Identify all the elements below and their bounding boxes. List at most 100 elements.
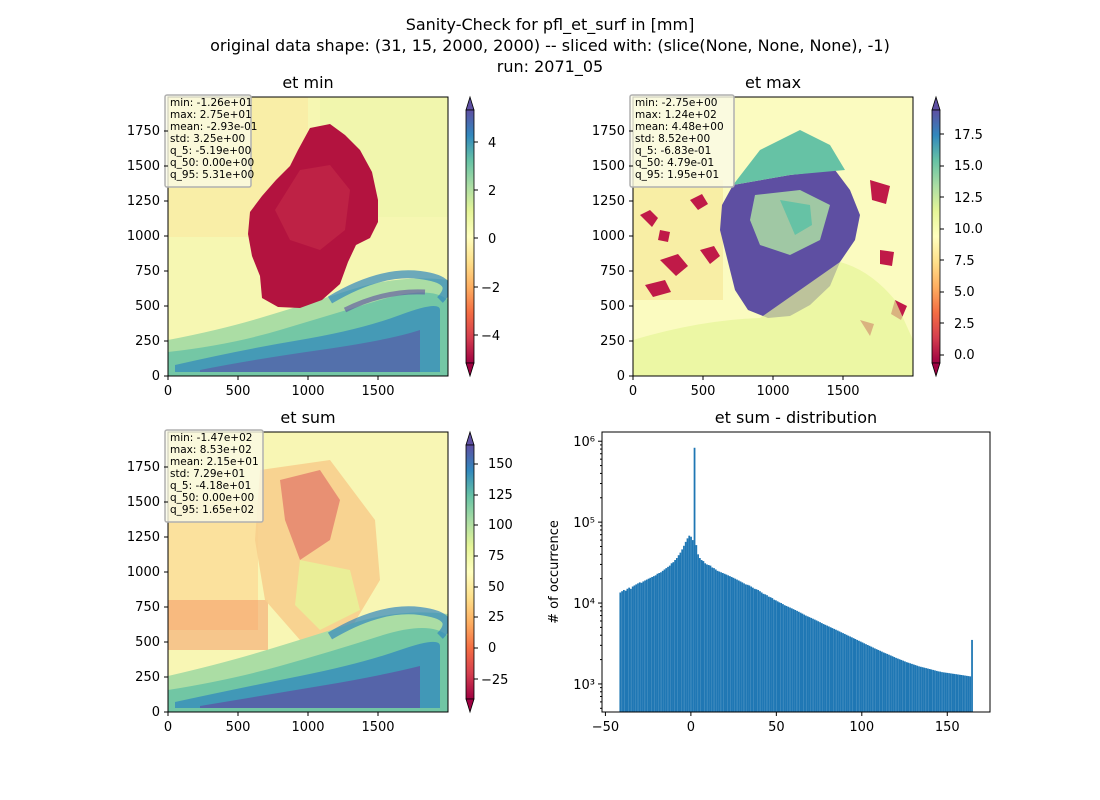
histogram-bar xyxy=(741,582,744,712)
colorbar-tick-label: 150 xyxy=(488,457,513,472)
heatmap-et-max xyxy=(633,97,913,376)
x-tick-label: 500 xyxy=(226,384,251,399)
histogram-bar xyxy=(773,599,775,712)
histogram-bar xyxy=(838,631,841,712)
histogram-bar xyxy=(854,639,857,712)
y-tick-label: 250 xyxy=(135,670,160,685)
histogram-bar xyxy=(958,674,961,712)
histogram-bar xyxy=(739,581,742,712)
histogram-bar xyxy=(746,584,749,712)
x-tick-label: 150 xyxy=(935,720,960,735)
histogram-bar xyxy=(942,672,945,712)
colorbar-tick-label: 2.5 xyxy=(954,317,975,332)
histogram-bar xyxy=(865,644,867,712)
histogram-bar xyxy=(716,570,719,712)
colorbar-et-min: −4 −2 0 2 4 xyxy=(465,95,500,378)
histogram-bar xyxy=(842,633,844,712)
histogram-bar xyxy=(835,629,837,712)
y-tick-label: 10⁶ xyxy=(573,435,595,450)
histogram-bar xyxy=(714,569,717,712)
colorbar-tick-label: 0 xyxy=(488,232,496,247)
panel-et-min: et min min: -1.26e+01 max: 2.75e+01 mean… xyxy=(127,73,500,399)
histogram-bar xyxy=(656,573,659,712)
x-tick-label: −50 xyxy=(592,720,619,735)
histogram-bar xyxy=(808,617,811,712)
x-tick-label: 500 xyxy=(226,720,251,735)
histogram-bar xyxy=(928,669,931,712)
colorbar-tick-label: −2 xyxy=(481,281,500,296)
histogram-bar xyxy=(709,565,712,712)
histogram-bar xyxy=(932,669,935,712)
stat-line: q_50: 0.00e+00 xyxy=(170,492,254,504)
histogram-bar xyxy=(644,580,646,712)
y-axis-et-sum: 0 250 500 750 1000 1250 1500 1750 xyxy=(127,460,168,720)
histogram-bar xyxy=(792,609,795,712)
histogram-bar xyxy=(888,654,890,712)
histogram-bar xyxy=(794,610,797,712)
histogram-bar xyxy=(941,672,943,712)
histogram-bar xyxy=(827,626,830,712)
histogram-x-axis: −50 0 50 100 150 xyxy=(592,712,960,735)
colorbar-tick-label: 2 xyxy=(488,184,496,199)
histogram-bar xyxy=(771,598,774,712)
histogram-bar xyxy=(923,667,926,712)
y-tick-label: 1000 xyxy=(127,229,160,244)
histogram-bar xyxy=(926,668,929,712)
histogram-bar xyxy=(734,578,737,712)
histogram-bar xyxy=(785,605,788,712)
histogram-bar xyxy=(858,640,860,712)
x-tick-label: 1500 xyxy=(826,384,859,399)
histogram-bar xyxy=(962,675,965,712)
histogram-bar xyxy=(955,674,957,712)
histogram-bar xyxy=(960,674,963,712)
histogram-bar xyxy=(753,588,756,712)
histogram-bar xyxy=(907,662,910,712)
histogram-bar xyxy=(691,540,694,712)
histogram-bar xyxy=(971,639,973,712)
histogram-bar xyxy=(856,639,859,712)
histogram-bar xyxy=(653,576,655,712)
colorbar-et-sum: −25 0 25 50 75 100 125 150 xyxy=(465,430,513,714)
histogram-bar xyxy=(647,578,650,712)
histogram-bar xyxy=(799,612,802,712)
histogram-bar xyxy=(730,576,733,712)
histogram-bar xyxy=(905,662,908,712)
panel-title-et-sum-distribution: et sum - distribution xyxy=(715,408,877,427)
histogram-bar xyxy=(767,596,770,712)
histogram-bar xyxy=(925,668,927,712)
histogram-bar xyxy=(658,573,661,712)
histogram-bar xyxy=(796,610,798,712)
figure-title-line-2: original data shape: (31, 15, 2000, 2000… xyxy=(210,36,890,55)
y-tick-label: 10⁴ xyxy=(573,597,595,612)
histogram-bar xyxy=(744,584,747,712)
histogram-bar xyxy=(957,674,959,712)
histogram-bar xyxy=(697,554,699,712)
colorbar-tick-label: 12.5 xyxy=(954,191,983,206)
y-tick-label: 1750 xyxy=(592,124,625,139)
histogram-bar xyxy=(944,672,947,712)
y-tick-label: 750 xyxy=(600,264,625,279)
histogram-bar xyxy=(640,582,643,712)
histogram-bar xyxy=(707,565,710,712)
histogram-bar xyxy=(820,623,823,712)
histogram-bars xyxy=(619,447,973,712)
histogram-bar xyxy=(736,579,738,712)
histogram-bar xyxy=(850,637,853,712)
histogram-bar xyxy=(688,535,691,712)
histogram-bar xyxy=(898,659,901,712)
histogram-bar xyxy=(912,664,915,712)
histogram-bar xyxy=(700,560,703,712)
x-tick-label: 0 xyxy=(164,384,172,399)
histogram-bar xyxy=(766,595,768,712)
y-tick-label: 1500 xyxy=(592,159,625,174)
histogram-bar xyxy=(677,555,680,712)
histogram-bar xyxy=(621,591,623,712)
panel-et-sum-distribution: et sum - distribution −50 0 50 100 150 10³10… xyxy=(547,408,991,735)
y-tick-label: 1750 xyxy=(127,124,160,139)
histogram-bar xyxy=(822,624,825,712)
histogram-bar xyxy=(783,605,786,712)
figure-title-line-1: Sanity-Check for pfl_et_surf in [mm] xyxy=(406,15,695,35)
histogram-bar xyxy=(633,585,636,712)
histogram-bar xyxy=(787,606,790,712)
histogram-bar xyxy=(895,657,897,712)
